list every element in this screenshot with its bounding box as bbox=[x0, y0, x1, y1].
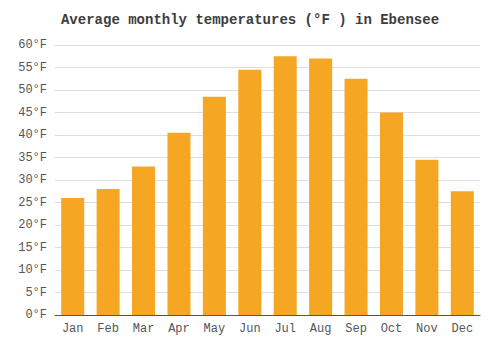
svg-text:15°F: 15°F bbox=[18, 241, 47, 255]
svg-text:20°F: 20°F bbox=[18, 218, 47, 232]
svg-text:45°F: 45°F bbox=[18, 106, 47, 120]
svg-text:50°F: 50°F bbox=[18, 83, 47, 97]
svg-text:55°F: 55°F bbox=[18, 61, 47, 75]
svg-text:Jun: Jun bbox=[239, 322, 261, 336]
svg-text:Feb: Feb bbox=[97, 322, 119, 336]
svg-text:Jul: Jul bbox=[274, 322, 296, 336]
svg-text:60°F: 60°F bbox=[18, 38, 47, 52]
svg-text:35°F: 35°F bbox=[18, 151, 47, 165]
svg-text:Dec: Dec bbox=[451, 322, 473, 336]
svg-text:Jan: Jan bbox=[62, 322, 84, 336]
svg-text:Aug: Aug bbox=[310, 322, 332, 336]
svg-text:5°F: 5°F bbox=[25, 286, 47, 300]
svg-text:40°F: 40°F bbox=[18, 128, 47, 142]
svg-text:25°F: 25°F bbox=[18, 196, 47, 210]
svg-text:10°F: 10°F bbox=[18, 263, 47, 277]
svg-text:Sep: Sep bbox=[345, 322, 367, 336]
svg-text:30°F: 30°F bbox=[18, 173, 47, 187]
svg-text:Apr: Apr bbox=[168, 322, 190, 336]
svg-text:Oct: Oct bbox=[381, 322, 403, 336]
svg-text:Mar: Mar bbox=[133, 322, 155, 336]
svg-text:Nov: Nov bbox=[416, 322, 438, 336]
svg-text:0°F: 0°F bbox=[25, 308, 47, 322]
svg-text:May: May bbox=[204, 322, 226, 336]
svg-text:Average monthly temperatures (: Average monthly temperatures (°F ) in Eb… bbox=[61, 12, 439, 28]
